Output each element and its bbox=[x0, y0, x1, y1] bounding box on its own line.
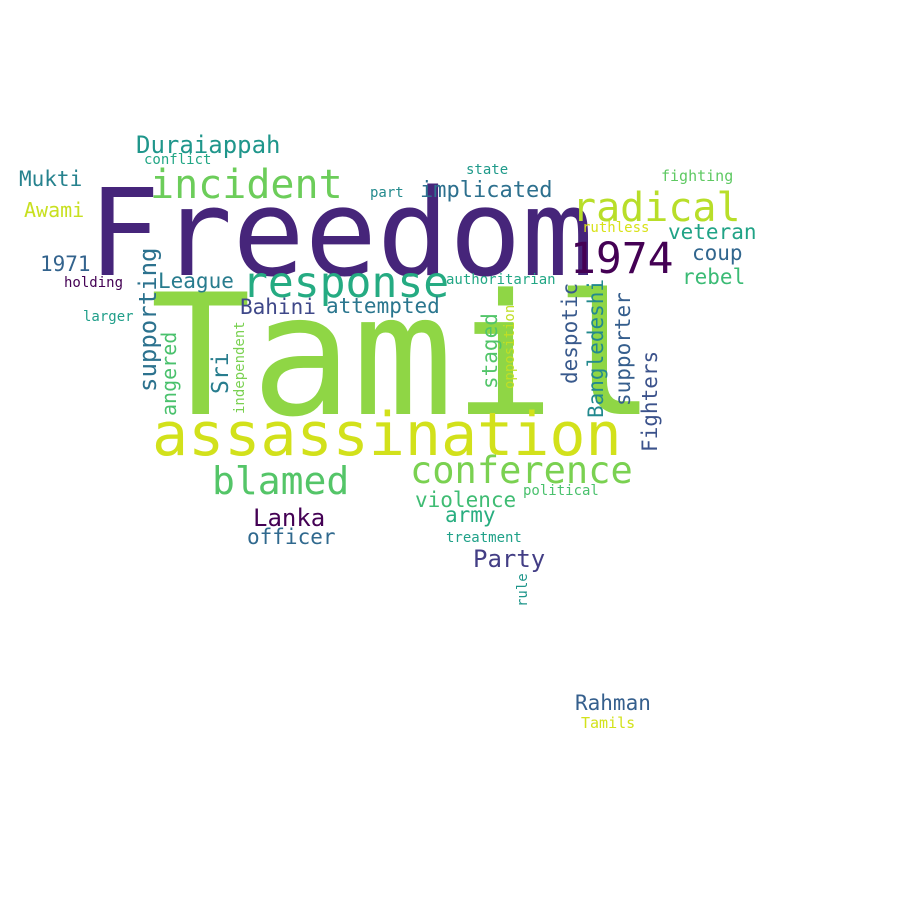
word-treatment: treatment bbox=[446, 530, 522, 546]
word-1974: 1974 bbox=[570, 234, 674, 284]
word-veteran: veteran bbox=[668, 220, 757, 244]
word-rebel: rebel bbox=[682, 265, 746, 289]
word-larger: larger bbox=[83, 309, 134, 325]
word-supporter: supporter bbox=[611, 292, 635, 406]
word-attempted: attempted bbox=[326, 294, 440, 318]
word-fighting: fighting bbox=[661, 167, 734, 185]
word-party: Party bbox=[473, 545, 546, 573]
word-staged: staged bbox=[478, 313, 502, 389]
word-radical: radical bbox=[572, 185, 741, 231]
word-part: part bbox=[370, 185, 404, 201]
word-conference: conference bbox=[410, 449, 633, 492]
word-state: state bbox=[466, 162, 509, 178]
word-ruthless: ruthless bbox=[582, 220, 650, 236]
word-independent: independent bbox=[232, 321, 248, 414]
word-awami: Awami bbox=[24, 198, 85, 222]
word-opposition: opposition bbox=[502, 304, 518, 389]
word-rule: rule bbox=[515, 573, 531, 607]
word-rahman: Rahman bbox=[575, 691, 651, 715]
word-officer: officer bbox=[247, 525, 336, 549]
word-lanka: Lanka bbox=[253, 504, 326, 532]
word-political: political bbox=[523, 483, 599, 499]
word-tamil: Tamil bbox=[150, 258, 656, 454]
word-tamils: Tamils bbox=[581, 714, 636, 732]
word-freedom: Freedom bbox=[88, 165, 594, 304]
word-incident: incident bbox=[150, 162, 343, 208]
word-response: response bbox=[242, 258, 450, 308]
word-bangledeshi: Bangledeshi bbox=[584, 278, 608, 418]
word-conflict: conflict bbox=[144, 152, 212, 168]
word-mukti: Mukti bbox=[19, 167, 83, 191]
word-violence: violence bbox=[415, 488, 517, 512]
word-league: League bbox=[158, 269, 234, 293]
word-assassination: assassination bbox=[152, 400, 622, 470]
word-1971: 1971 bbox=[40, 252, 91, 276]
word-implicated: implicated bbox=[420, 178, 553, 203]
word-blamed: blamed bbox=[212, 459, 350, 503]
word-army: army bbox=[445, 503, 496, 527]
word-fighters: Fighters bbox=[638, 350, 662, 452]
word-bahini: Bahini bbox=[240, 295, 316, 319]
word-coup: coup bbox=[692, 241, 743, 265]
word-sri: Sri bbox=[208, 352, 234, 394]
word-duraiappah: Duraiappah bbox=[136, 131, 281, 159]
word-angered: angered bbox=[157, 331, 181, 416]
word-despotic: despotic bbox=[558, 282, 582, 384]
word-holding: holding bbox=[64, 275, 124, 291]
word-authoritarian: authoritarian bbox=[446, 272, 556, 288]
